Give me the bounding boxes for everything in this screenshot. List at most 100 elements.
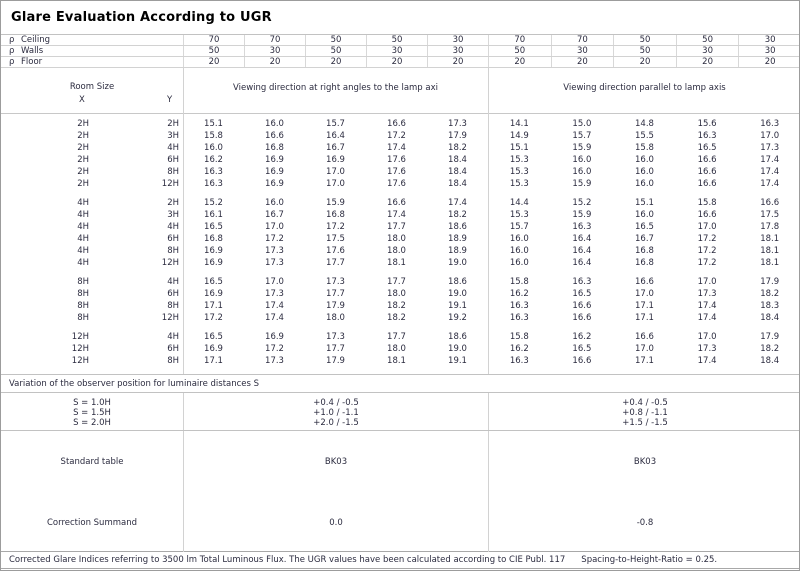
ugr-value-cell: 17.7 bbox=[387, 332, 406, 342]
ugr-value-cell: 19.0 bbox=[448, 258, 467, 268]
ugr-value-cell: 18.0 bbox=[387, 246, 406, 256]
room-x-cell: 12H bbox=[71, 356, 89, 366]
reflectance-row-label: ρ Ceiling bbox=[1, 35, 183, 45]
ugr-value-cell: 18.1 bbox=[760, 234, 780, 244]
ugr-value-cell: 14.1 bbox=[509, 119, 529, 129]
y-axis-label: Y bbox=[167, 95, 173, 105]
ugr-value-cell: 17.2 bbox=[697, 246, 717, 256]
ugr-value-cell: 18.6 bbox=[448, 332, 467, 342]
ugr-value-cell: 16.6 bbox=[635, 277, 654, 287]
room-x-cell: 8H bbox=[77, 301, 89, 311]
room-y-cell: 6H bbox=[167, 155, 179, 165]
ugr-values-left: 16.9 17.2 17.7 18.0 19.0 bbox=[183, 343, 488, 355]
room-x-cell: 12H bbox=[71, 344, 89, 354]
ugr-value-cell: 70 bbox=[244, 35, 305, 45]
ugr-value-cell: 16.6 bbox=[572, 301, 592, 311]
page-title: Glare Evaluation According to UGR bbox=[11, 10, 272, 25]
reflectance-values-right: 50 30 50 30 30 bbox=[488, 46, 799, 56]
ugr-value-cell: 17.4 bbox=[697, 313, 717, 323]
ugr-value-cell: 16.3 bbox=[509, 301, 529, 311]
ugr-value-cell: 18.2 bbox=[387, 313, 406, 323]
ugr-values-right: 15.7 16.3 16.5 17.0 17.8 bbox=[488, 221, 799, 233]
ugr-value-cell: 50 bbox=[183, 46, 244, 56]
ugr-value-cell: 16.9 bbox=[326, 155, 345, 165]
table-row: 4H 4H 16.5 17.0 17.2 17.7 18.6 15.7 16.3 16.5 17.0… bbox=[1, 221, 799, 233]
ugr-values-right: 15.8 16.3 16.6 17.0 17.9 bbox=[488, 276, 799, 288]
room-y-cell: 4H bbox=[167, 222, 179, 232]
reflectance-row: ρ Floor 20 20 20 20 20 20 20 20 20 20 bbox=[1, 57, 799, 68]
table-row: 4H 8H 16.9 17.3 17.6 18.0 18.9 16.0 16.4 16.8 17.2… bbox=[1, 245, 799, 257]
ugr-value-cell: 17.3 bbox=[326, 277, 345, 287]
ugr-value-cell: 16.8 bbox=[635, 246, 654, 256]
ugr-value-cell: 15.0 bbox=[572, 119, 592, 129]
ugr-values-left: 16.5 16.9 17.3 17.7 18.6 bbox=[183, 331, 488, 343]
ugr-value-cell: 30 bbox=[675, 46, 739, 56]
ugr-value-cell: 16.0 bbox=[572, 155, 592, 165]
ugr-value-cell: 17.0 bbox=[265, 277, 284, 287]
ugr-values-right: 16.0 16.4 16.8 17.2 18.1 bbox=[488, 245, 799, 257]
ugr-value-cell: 15.9 bbox=[326, 198, 345, 208]
ugr-value-cell: 16.8 bbox=[204, 234, 223, 244]
summary-right-column: BK03 -0.8 bbox=[488, 431, 799, 552]
ugr-value-cell: 16.3 bbox=[760, 119, 780, 129]
ugr-value-cell: 16.5 bbox=[572, 344, 592, 354]
ugr-value-cell: 17.0 bbox=[697, 222, 717, 232]
ugr-value-cell: 18.4 bbox=[448, 179, 467, 189]
s-variation-left-value: +1.0 / -1.1 bbox=[313, 408, 359, 418]
reflectance-values-right: 20 20 20 20 20 bbox=[488, 57, 799, 67]
ugr-value-cell: 20 bbox=[366, 57, 427, 67]
ugr-value-cell: 14.8 bbox=[635, 119, 654, 129]
ugr-value-cell: 17.6 bbox=[387, 167, 406, 177]
standard-table-left-value: BK03 bbox=[324, 457, 348, 467]
table-row: 4H 6H 16.8 17.2 17.5 18.0 18.9 16.0 16.4 16.7 17.2… bbox=[1, 233, 799, 245]
ugr-value-cell: 50 bbox=[613, 46, 676, 56]
ugr-value-cell: 14.4 bbox=[509, 198, 529, 208]
ugr-values-left: 17.2 17.4 18.0 18.2 19.2 bbox=[183, 312, 488, 324]
ugr-value-cell: 16.0 bbox=[265, 198, 284, 208]
ugr-value-cell: 15.9 bbox=[572, 179, 592, 189]
ugr-value-cell: 16.3 bbox=[509, 356, 529, 366]
ugr-value-cell: 30 bbox=[244, 46, 305, 56]
ugr-value-cell: 15.9 bbox=[572, 210, 592, 220]
ugr-value-cell: 17.9 bbox=[326, 356, 345, 366]
ugr-value-cell: 70 bbox=[488, 35, 551, 45]
table-row: 8H 6H 16.9 17.3 17.7 18.0 19.0 16.2 16.5 17.0 17.3… bbox=[1, 288, 799, 300]
room-x-cell: 2H bbox=[77, 119, 89, 129]
ugr-values-right: 16.2 16.5 17.0 17.3 18.2 bbox=[488, 288, 799, 300]
ugr-value-cell: 20 bbox=[488, 57, 551, 67]
ugr-value-cell: 15.7 bbox=[509, 222, 529, 232]
ugr-value-cell: 18.6 bbox=[448, 222, 467, 232]
ugr-value-cell: 15.7 bbox=[572, 131, 592, 141]
ugr-values-left: 16.5 17.0 17.3 17.7 18.6 bbox=[183, 276, 488, 288]
ugr-value-cell: 16.5 bbox=[204, 222, 223, 232]
table-header-row: Room Size X Y Viewing direction at right… bbox=[1, 68, 799, 114]
ugr-value-cell: 17.9 bbox=[448, 131, 467, 141]
ugr-value-cell: 17.9 bbox=[760, 277, 780, 287]
table-row: 8H 4H 16.5 17.0 17.3 17.7 18.6 15.8 16.3 16.6 17.0… bbox=[1, 276, 799, 288]
room-x-cell: 8H bbox=[77, 277, 89, 287]
ugr-value-cell: 17.3 bbox=[697, 289, 717, 299]
ugr-value-cell: 17.3 bbox=[448, 119, 467, 129]
ugr-values-left: 16.3 16.9 17.0 17.6 18.4 bbox=[183, 166, 488, 178]
summary-left-column: BK03 0.0 bbox=[183, 431, 488, 552]
column-divider-middle bbox=[488, 68, 489, 374]
ugr-data-body: 2H 2H 15.1 16.0 15.7 16.6 17.3 14.1 15.0 14.8 15.6… bbox=[1, 114, 799, 374]
ugr-value-cell: 18.9 bbox=[448, 234, 467, 244]
ugr-value-cell: 15.5 bbox=[635, 131, 654, 141]
room-x-cell: 4H bbox=[77, 222, 89, 232]
ugr-value-cell: 16.9 bbox=[204, 289, 223, 299]
ugr-value-cell: 16.5 bbox=[204, 332, 223, 342]
room-y-cell: 8H bbox=[167, 246, 179, 256]
ugr-value-cell: 17.3 bbox=[265, 356, 284, 366]
s-variation-right-value: +0.4 / -0.5 bbox=[622, 398, 668, 408]
s-distance-label: S = 1.5H bbox=[73, 408, 111, 418]
variation-note: Variation of the observer position for l… bbox=[1, 374, 799, 392]
ugr-value-cell: 16.8 bbox=[635, 258, 654, 268]
ugr-value-cell: 15.1 bbox=[204, 119, 223, 129]
ugr-value-cell: 19.0 bbox=[448, 289, 467, 299]
ugr-value-cell: 17.3 bbox=[265, 258, 284, 268]
ugr-value-cell: 17.7 bbox=[387, 277, 406, 287]
ugr-values-left: 15.2 16.0 15.9 16.6 17.4 bbox=[183, 197, 488, 209]
observer-variation-section: S = 1.0H S = 1.5H S = 2.0H +0.4 / -0.5 +1.0… bbox=[1, 392, 799, 430]
